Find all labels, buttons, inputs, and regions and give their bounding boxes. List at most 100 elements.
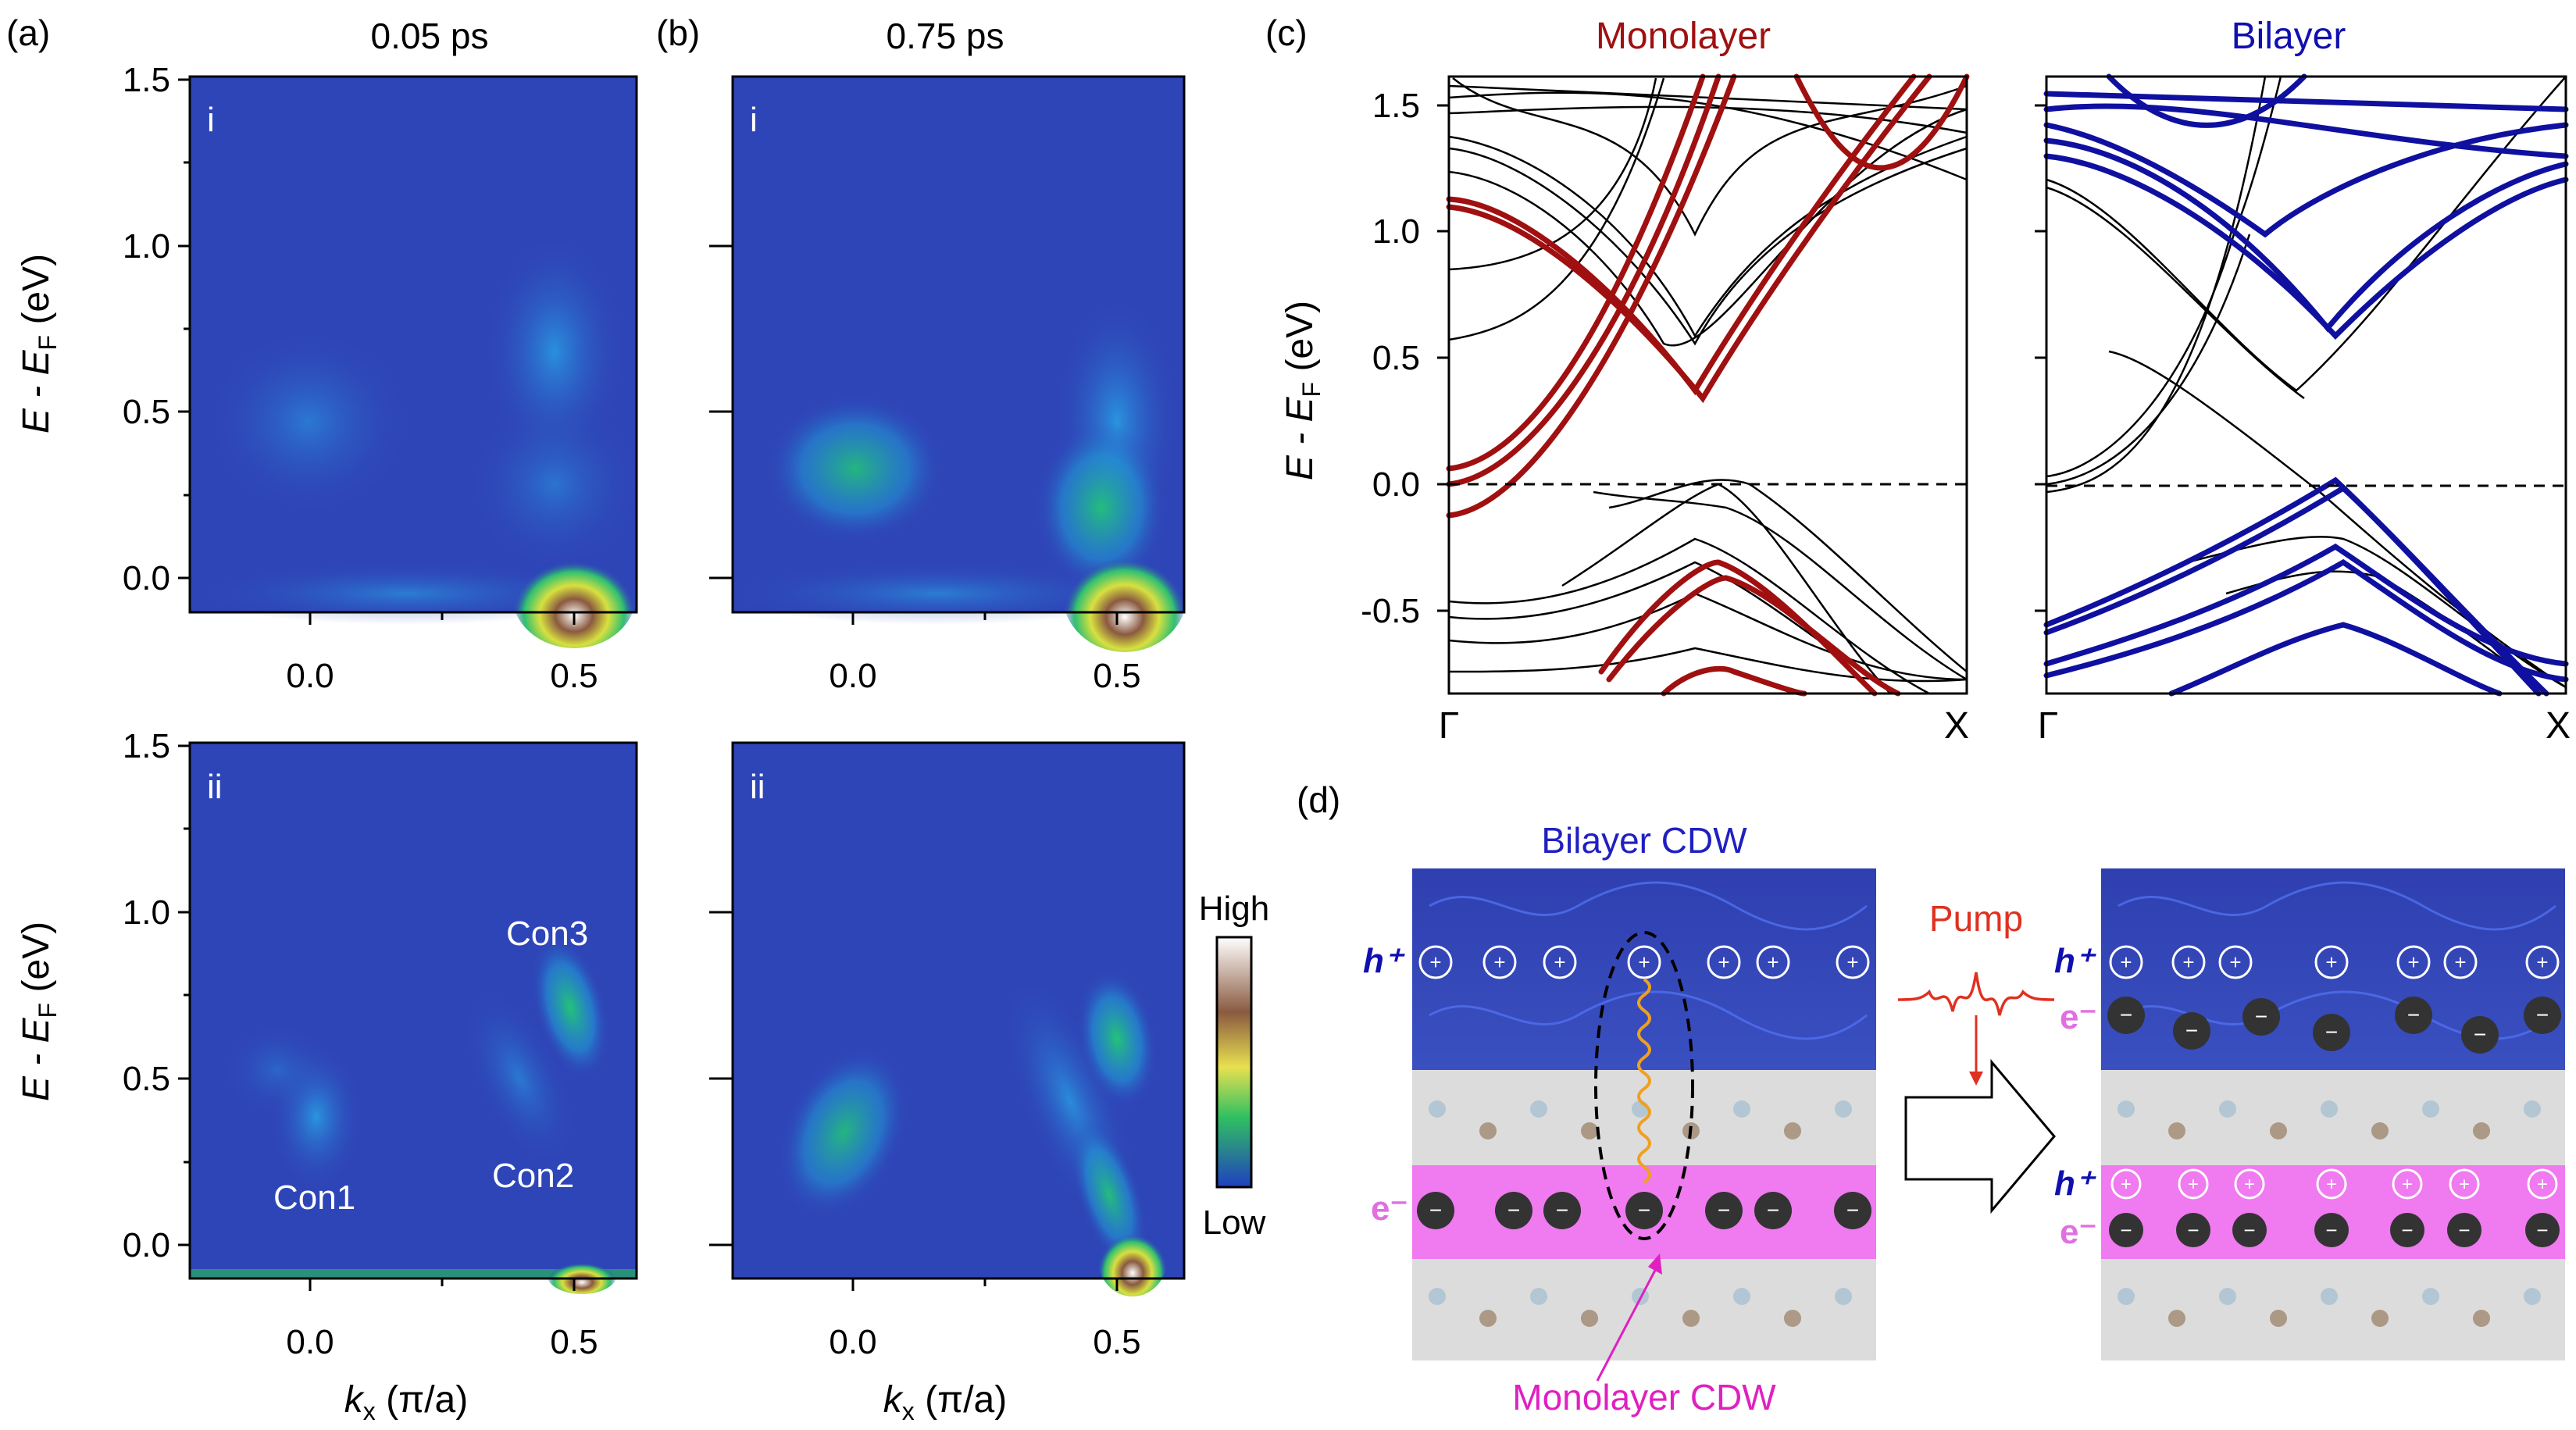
e-minus-right-top: e⁻ [2060, 998, 2097, 1036]
svg-text:−: − [2185, 1018, 2198, 1043]
svg-text:−: − [1507, 1198, 1520, 1222]
ytick-a-bot-4: 0.0 [123, 1226, 170, 1264]
band-x-x-left: X [1944, 705, 1969, 747]
peak-label-con3: Con3 [506, 915, 588, 953]
xtick-b-top-0: 0.0 [829, 657, 876, 695]
svg-text:+: + [2536, 950, 2548, 974]
sub-label-i-b: i [750, 101, 758, 139]
svg-text:−: − [1718, 1198, 1730, 1222]
band-structure-monolayer [1446, 73, 1970, 697]
svg-text:−: − [2120, 1218, 2132, 1242]
svg-text:+: + [2537, 1174, 2548, 1195]
xtick-a-bot-1: 0.5 [550, 1323, 598, 1361]
panel-c-letter: (c) [1265, 12, 1308, 53]
schematic-left: + + + + + + + − − − − − − − [1412, 868, 1876, 1360]
xtick-b-top-1: 0.5 [1093, 657, 1140, 695]
svg-text:+: + [2407, 950, 2419, 974]
colorbar: High Low [1199, 890, 1270, 1242]
pump-pulse-icon [1897, 972, 2055, 1016]
svg-text:−: − [2243, 1218, 2255, 1242]
panel-c-bilayer-title: Bilayer [2232, 16, 2346, 57]
pump-arrow-head-icon [1969, 1072, 1983, 1086]
svg-text:+: + [1638, 950, 1650, 974]
ytick-a-bot-1: 1.5 [123, 727, 170, 765]
svg-text:−: − [1429, 1198, 1442, 1222]
arpes-x-tick-labels: 0.0 0.5 0.0 0.5 0.0 0.5 0.0 0.5 [286, 657, 1140, 1361]
band-ylabel: E - EF (eV) [1279, 301, 1325, 480]
svg-text:+: + [2325, 950, 2337, 974]
exciton-dashed-ellipse [1594, 931, 1694, 1240]
xtick-b-bot-1: 0.5 [1093, 1323, 1140, 1361]
arpes-a-bottom: ii Con1 Con2 Con3 [188, 741, 638, 1294]
ytick-a-top-4: 0.0 [123, 559, 170, 597]
panel-d-letter: (d) [1297, 779, 1340, 820]
svg-text:+: + [1429, 950, 1441, 974]
svg-text:−: − [2536, 1003, 2549, 1027]
svg-text:−: − [1846, 1198, 1859, 1222]
arpes-axes [178, 78, 1119, 1291]
svg-text:−: − [2120, 1003, 2132, 1027]
transition-arrow-icon [1904, 1058, 2056, 1214]
e-minus-right-bottom: e⁻ [2060, 1213, 2097, 1251]
electron-circles-left [1417, 1192, 1871, 1229]
arpes-ylabel-bottom: E - EF (eV) [16, 922, 62, 1101]
h-plus-left: h⁺ [1363, 942, 1405, 980]
svg-text:−: − [2325, 1218, 2337, 1242]
svg-text:+: + [2454, 950, 2466, 974]
arpes-b-bottom: ii [731, 741, 1186, 1296]
sub-label-ii: ii [207, 768, 223, 806]
svg-text:+: + [1554, 950, 1565, 974]
xtick-a-bot-0: 0.0 [286, 1323, 334, 1361]
svg-text:−: − [1638, 1198, 1650, 1222]
ytick-a-top-3: 0.5 [123, 393, 170, 431]
band-ytick-2: 1.0 [1372, 212, 1420, 251]
svg-text:−: − [2255, 1004, 2267, 1029]
band-x-gamma-left: Γ [1439, 705, 1459, 747]
colorbar-high: High [1199, 890, 1270, 928]
ytick-a-bot-3: 0.5 [123, 1060, 170, 1098]
panel-a-letter: (a) [6, 12, 50, 53]
arrow-head-icon [1648, 1253, 1662, 1275]
svg-text:+: + [1767, 950, 1779, 974]
hole-plus-left: + + + + + + + [1429, 950, 1858, 974]
svg-text:+: + [1493, 950, 1505, 974]
svg-text:−: − [2458, 1218, 2470, 1242]
svg-text:+: + [2182, 950, 2194, 974]
e-minus-left: e⁻ [1371, 1189, 1408, 1228]
svg-text:+: + [2459, 1174, 2470, 1195]
hole-circles-left [1418, 945, 1870, 979]
peak-label-con2: Con2 [492, 1157, 574, 1195]
svg-text:+: + [2326, 1174, 2337, 1195]
svg-text:+: + [2121, 1174, 2132, 1195]
bilayer-cdw-label: Bilayer CDW [1541, 820, 1747, 861]
schematic-right: + + + + + + + − − − − − − − + + + + + + + − − − − − − − [2101, 868, 2565, 1360]
electron-minus-left: − − − − − − − [1429, 1198, 1859, 1222]
panel-a-time: 0.05 ps [371, 16, 489, 56]
band-axes [1437, 104, 2046, 612]
monolayer-cdw-arrow [1596, 1261, 1661, 1382]
panel-c-monolayer-title: Monolayer [1596, 16, 1771, 57]
band-ytick-labels: 1.5 1.0 0.5 0.0 -0.5 [1361, 87, 1420, 630]
ytick-a-top-2: 1.0 [123, 227, 170, 266]
band-ytick-1: 1.5 [1372, 87, 1420, 125]
svg-text:+: + [1718, 950, 1729, 974]
band-ytick-5: -0.5 [1361, 592, 1420, 630]
ytick-a-bot-2: 1.0 [123, 893, 170, 932]
arpes-tick-labels: 1.5 1.0 0.5 0.0 1.5 1.0 0.5 0.0 [123, 61, 170, 1264]
arpes-xlabel-a: kx (π/a) [344, 1379, 468, 1425]
xtick-a-top-1: 0.5 [550, 657, 598, 695]
svg-text:+: + [2120, 950, 2132, 974]
band-ytick-3: 0.5 [1372, 339, 1420, 377]
panel-b-letter: (b) [656, 12, 700, 53]
svg-text:−: − [1556, 1198, 1568, 1222]
svg-text:+: + [2229, 950, 2241, 974]
band-x-gamma-right: Γ [2038, 705, 2058, 747]
h-plus-right-top: h⁺ [2054, 942, 2096, 980]
arpes-a-top: i [188, 75, 640, 648]
band-x-x-right: X [2546, 705, 2571, 747]
svg-text:−: − [1767, 1198, 1779, 1222]
panel-b-time: 0.75 ps [887, 16, 1004, 56]
svg-text:+: + [1846, 950, 1858, 974]
svg-text:−: − [2325, 1020, 2338, 1044]
